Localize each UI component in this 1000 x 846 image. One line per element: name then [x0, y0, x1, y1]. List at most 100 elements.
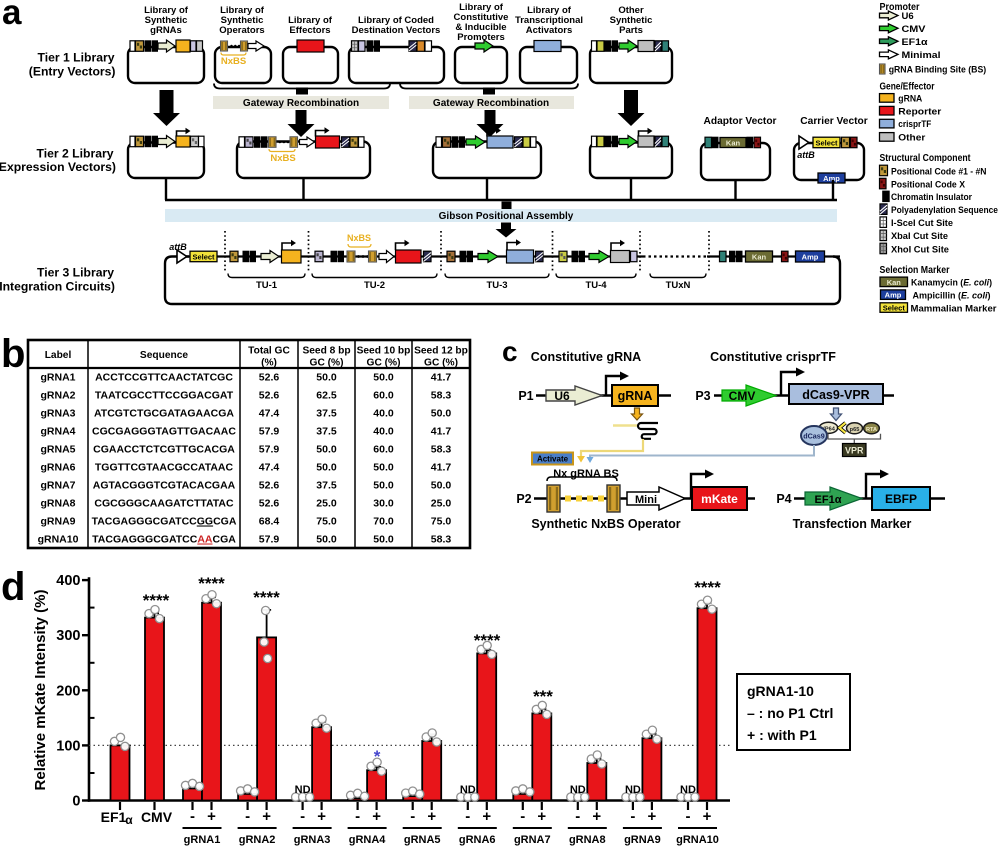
svg-text:75.0: 75.0	[431, 516, 452, 528]
svg-text:gRNA1: gRNA1	[40, 372, 75, 384]
svg-text:XhoI Cut Site: XhoI Cut Site	[891, 244, 949, 255]
svg-text:Effectors: Effectors	[289, 25, 330, 36]
svg-text:gRNA: gRNA	[898, 94, 922, 105]
svg-text:30.0: 30.0	[373, 498, 394, 510]
svg-text:Activators: Activators	[526, 25, 572, 36]
svg-text:57.9: 57.9	[259, 426, 280, 438]
svg-text:Relative mKate Intensity (%): Relative mKate Intensity (%)	[32, 590, 49, 791]
svg-text:gRNA6: gRNA6	[459, 834, 496, 846]
svg-text:50.0: 50.0	[431, 480, 452, 492]
svg-text:attB: attB	[797, 150, 815, 160]
svg-text:+: +	[703, 808, 712, 825]
svg-text:gRNA6: gRNA6	[40, 462, 75, 474]
svg-text:gRNA9: gRNA9	[624, 834, 661, 846]
svg-text:Gibson Positional Assembly: Gibson Positional Assembly	[439, 211, 574, 222]
svg-text:(Entry Vectors): (Entry Vectors)	[29, 65, 116, 79]
svg-text:Library of: Library of	[220, 5, 265, 16]
svg-text:TACGAGGGCGATCCGGCGA: TACGAGGGCGATCCGGCGA	[92, 516, 237, 528]
svg-text:Reporter: Reporter	[898, 106, 941, 117]
svg-text:P1: P1	[518, 389, 533, 403]
svg-text:Library of Coded: Library of Coded	[358, 15, 434, 26]
svg-text:25.0: 25.0	[316, 498, 337, 510]
svg-text:TAATCGCCTTCCGGACGAT: TAATCGCCTTCCGGACGAT	[95, 390, 234, 402]
svg-text:40.0: 40.0	[373, 408, 394, 420]
svg-text:gRNA10: gRNA10	[676, 834, 719, 846]
svg-text:CMV: CMV	[729, 389, 756, 403]
svg-text:Total GC: Total GC	[248, 346, 290, 357]
svg-text:GC (%): GC (%)	[310, 358, 344, 369]
svg-text:attB: attB	[169, 242, 187, 252]
svg-text:ATCGTCTGCGATAGAACGA: ATCGTCTGCGATAGAACGA	[94, 408, 234, 420]
svg-text:gRNAs: gRNAs	[150, 25, 182, 36]
svg-text:CGAACCTCTCGTTGCACGA: CGAACCTCTCGTTGCACGA	[93, 444, 235, 456]
svg-text:Label: Label	[45, 350, 72, 361]
svg-text:Seed 10 bp: Seed 10 bp	[357, 346, 411, 357]
svg-text:NxBS: NxBS	[221, 56, 246, 67]
svg-text:Synthetic NxBS Operator: Synthetic NxBS Operator	[531, 517, 680, 531]
svg-text:50.0: 50.0	[316, 444, 337, 456]
svg-text:47.4: 47.4	[259, 408, 280, 420]
svg-text:gRNA1-10: gRNA1-10	[747, 683, 814, 699]
svg-text:58.3: 58.3	[431, 444, 452, 456]
svg-text:P4: P4	[776, 492, 791, 506]
svg-text:– : no P1 Ctrl: – : no P1 Ctrl	[747, 705, 833, 721]
svg-text:200: 200	[56, 683, 80, 699]
svg-text:+: +	[648, 808, 657, 825]
svg-text:60.0: 60.0	[373, 444, 394, 456]
svg-text:Transfection Marker: Transfection Marker	[793, 517, 912, 531]
svg-text:58.3: 58.3	[431, 534, 452, 546]
svg-text:Library of: Library of	[144, 5, 189, 16]
svg-text:+: +	[262, 808, 271, 825]
svg-text:gRNA7: gRNA7	[40, 480, 75, 492]
svg-text:****: ****	[253, 588, 280, 607]
svg-text:GC (%): GC (%)	[367, 358, 401, 369]
svg-text:Library of: Library of	[527, 5, 572, 16]
svg-text:ND: ND	[570, 784, 586, 796]
svg-text:Positional Code #1 - #N: Positional Code #1 - #N	[891, 166, 987, 177]
svg-text:-: -	[245, 808, 250, 825]
svg-text:50.0: 50.0	[373, 534, 394, 546]
svg-text:50.0: 50.0	[316, 534, 337, 546]
svg-text:ND: ND	[460, 784, 476, 796]
svg-text:gRNA5: gRNA5	[404, 834, 441, 846]
svg-text:Amp: Amp	[823, 174, 840, 183]
svg-text:Transcriptional: Transcriptional	[515, 15, 583, 26]
svg-text:Kan: Kan	[752, 253, 767, 262]
svg-text:NxBS: NxBS	[270, 153, 295, 164]
svg-text:57.9: 57.9	[259, 534, 280, 546]
svg-text:CMV: CMV	[902, 24, 927, 35]
svg-text:Mini: Mini	[635, 494, 657, 506]
svg-text:TU-1: TU-1	[256, 280, 278, 291]
svg-text:+: +	[207, 808, 216, 825]
svg-text:TU-4: TU-4	[585, 280, 607, 291]
svg-text:Select: Select	[192, 253, 215, 262]
svg-text:TACGAGGGCGATCCAACGA: TACGAGGGCGATCCAACGA	[92, 534, 236, 546]
svg-text:+: +	[317, 808, 326, 825]
svg-text:Gene/Effector: Gene/Effector	[880, 82, 935, 93]
svg-text:Mammalian Marker: Mammalian Marker	[911, 303, 997, 314]
svg-text:Amp: Amp	[802, 253, 819, 262]
svg-text:gRNA2: gRNA2	[40, 390, 75, 402]
svg-text:+: +	[592, 808, 601, 825]
svg-text:RTA: RTA	[866, 427, 877, 433]
svg-text:gRNA: gRNA	[618, 389, 653, 403]
svg-text:52.6: 52.6	[259, 498, 280, 510]
svg-text:crisprTF: crisprTF	[898, 119, 931, 130]
svg-text:50.0: 50.0	[316, 372, 337, 384]
svg-text:Tier 2 Library: Tier 2 Library	[37, 147, 114, 161]
svg-text:ACCTCCGTTCAACTATCGC: ACCTCCGTTCAACTATCGC	[95, 372, 233, 384]
svg-text:Amp: Amp	[885, 291, 902, 300]
svg-text:100: 100	[56, 738, 80, 754]
svg-text:U6: U6	[554, 389, 570, 403]
svg-text:Destination Vectors: Destination Vectors	[352, 25, 441, 36]
svg-text:p65: p65	[850, 427, 860, 433]
svg-text:gRNA8: gRNA8	[40, 498, 75, 510]
svg-text:Adaptor Vector: Adaptor Vector	[703, 116, 776, 127]
svg-text:50.0: 50.0	[373, 462, 394, 474]
svg-text:37.5: 37.5	[316, 426, 337, 438]
svg-text:a: a	[2, 0, 22, 32]
svg-text:****: ****	[474, 631, 501, 650]
svg-text:40.0: 40.0	[373, 426, 394, 438]
svg-text:70.0: 70.0	[373, 516, 394, 528]
svg-text:-: -	[575, 808, 580, 825]
